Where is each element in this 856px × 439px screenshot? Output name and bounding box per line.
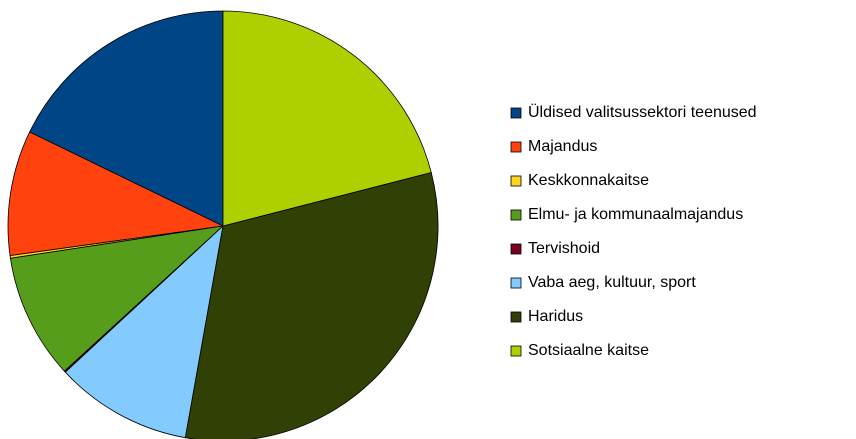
legend-swatch: [510, 175, 522, 187]
legend-label: Tervishoid: [528, 240, 600, 257]
legend-swatch: [510, 345, 522, 357]
legend-swatch: [510, 141, 522, 153]
legend-label: Elmu- ja kommunaalmajandus: [528, 206, 743, 223]
legend-label: Haridus: [528, 308, 583, 325]
legend-swatch: [510, 277, 522, 289]
legend-swatch: [510, 107, 522, 119]
pie-slice: [9, 225, 225, 372]
legend-label: Keskkonnakaitse: [528, 172, 649, 189]
legend-label: Vaba aeg, kultuur, sport: [528, 274, 696, 291]
pie-slice: [7, 131, 225, 257]
legend-label: Üldised valitsussektori teenused: [528, 103, 757, 121]
legend-label: Sotsiaalne kaitse: [528, 342, 649, 359]
pie-slice: [184, 172, 439, 439]
pie-slice: [64, 224, 224, 439]
legend-swatch: [510, 311, 522, 323]
legend-swatch: [510, 209, 522, 221]
legend-swatch: [510, 243, 522, 255]
pie-slice: [29, 10, 224, 227]
legend-label: Majandus: [528, 138, 597, 155]
pie-slice: [222, 10, 432, 227]
